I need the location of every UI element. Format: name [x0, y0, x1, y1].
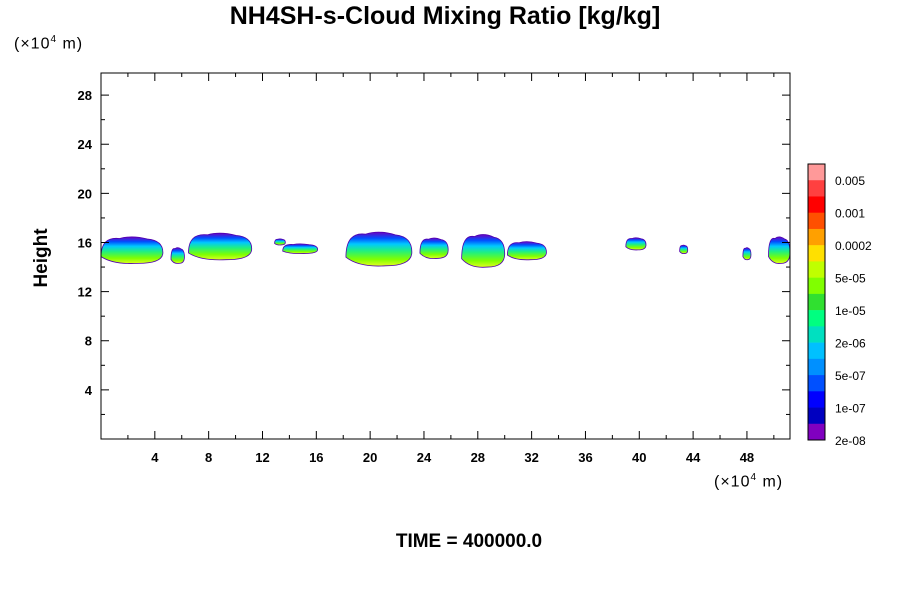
colorbar-label: 2e-08 — [835, 434, 866, 448]
colorbar: 0.005 0.001 0.0002 5e-05 1e-05 2e-06 5e-07 1e-0… — [807, 163, 872, 448]
colorbar-label: 1e-05 — [835, 304, 866, 318]
y-tick-label: 20 — [78, 186, 92, 201]
cloud-patch — [768, 236, 791, 264]
y-tick-label: 8 — [85, 334, 92, 349]
x-tick-label: 4 — [151, 450, 159, 465]
colorbar-swatch — [808, 423, 825, 441]
colorbar-label: 0.005 — [835, 174, 865, 188]
colorbar-label: 0.001 — [835, 207, 865, 221]
colorbar-swatch — [808, 358, 825, 376]
colorbar-label: 2e-06 — [835, 337, 866, 351]
colorbar-swatch — [808, 245, 825, 262]
colorbar-swatch — [808, 228, 825, 246]
cloud-field — [100, 231, 791, 268]
cloud-patch — [170, 247, 185, 264]
cloud-patch — [188, 232, 253, 261]
x-tick-label: 40 — [632, 450, 646, 465]
colorbar-label: 0.0002 — [835, 239, 872, 253]
x-tick-label: 8 — [205, 450, 212, 465]
x-tick-label: 36 — [578, 450, 592, 465]
cloud-patch — [461, 234, 506, 268]
x-tick-label: 44 — [686, 450, 701, 465]
y-tick-label: 12 — [78, 285, 92, 300]
cloud-patch — [345, 231, 413, 267]
colorbar-swatch — [808, 196, 825, 214]
y-tick-label: 16 — [78, 235, 92, 250]
x-tick-label: 32 — [524, 450, 538, 465]
colorbar-swatch — [808, 277, 825, 295]
colorbar-swatch — [808, 310, 825, 327]
y-axis-unit: (×104 m) — [14, 34, 84, 53]
x-tick-label: 28 — [471, 450, 485, 465]
x-tick-label: 48 — [740, 450, 754, 465]
colorbar-label: 5e-05 — [835, 272, 866, 286]
colorbar-swatch — [808, 342, 825, 360]
colorbar-swatch — [808, 180, 825, 197]
colorbar-label: 1e-07 — [835, 402, 866, 416]
cloud-patch — [507, 241, 547, 261]
colorbar-label: 5e-07 — [835, 369, 866, 383]
cloud-patch — [282, 243, 319, 255]
cloud-patch — [742, 247, 752, 261]
cloud-patch — [419, 237, 449, 260]
colorbar-swatch — [808, 293, 825, 311]
cloud-patch — [100, 236, 164, 264]
cloud-patch — [625, 237, 647, 251]
colorbar-swatch — [808, 326, 825, 343]
time-footer: TIME = 400000.0 — [395, 531, 543, 552]
plot-frame — [100, 72, 791, 440]
x-tick-label: 16 — [309, 450, 323, 465]
colorbar-swatch — [808, 164, 825, 181]
colorbar-swatch — [808, 261, 825, 278]
colorbar-swatch — [808, 391, 825, 408]
x-tick-label: 12 — [255, 450, 269, 465]
y-tick-label: 24 — [78, 137, 93, 152]
colorbar-swatch — [808, 375, 825, 392]
cloud-patch — [274, 238, 286, 246]
colorbar-swatch — [808, 407, 825, 425]
y-tick-label: 28 — [78, 88, 92, 103]
colorbar-swatch — [808, 212, 825, 230]
cloud-patch — [679, 244, 689, 255]
x-tick-label: 20 — [363, 450, 377, 465]
chart-title: NH4SH-s-Cloud Mixing Ratio [kg/kg] — [229, 2, 661, 30]
x-axis-unit: (×104 m) — [714, 472, 784, 491]
y-tick-label: 4 — [85, 383, 93, 398]
colorbar-frame — [807, 163, 826, 441]
x-tick-label: 24 — [417, 450, 432, 465]
